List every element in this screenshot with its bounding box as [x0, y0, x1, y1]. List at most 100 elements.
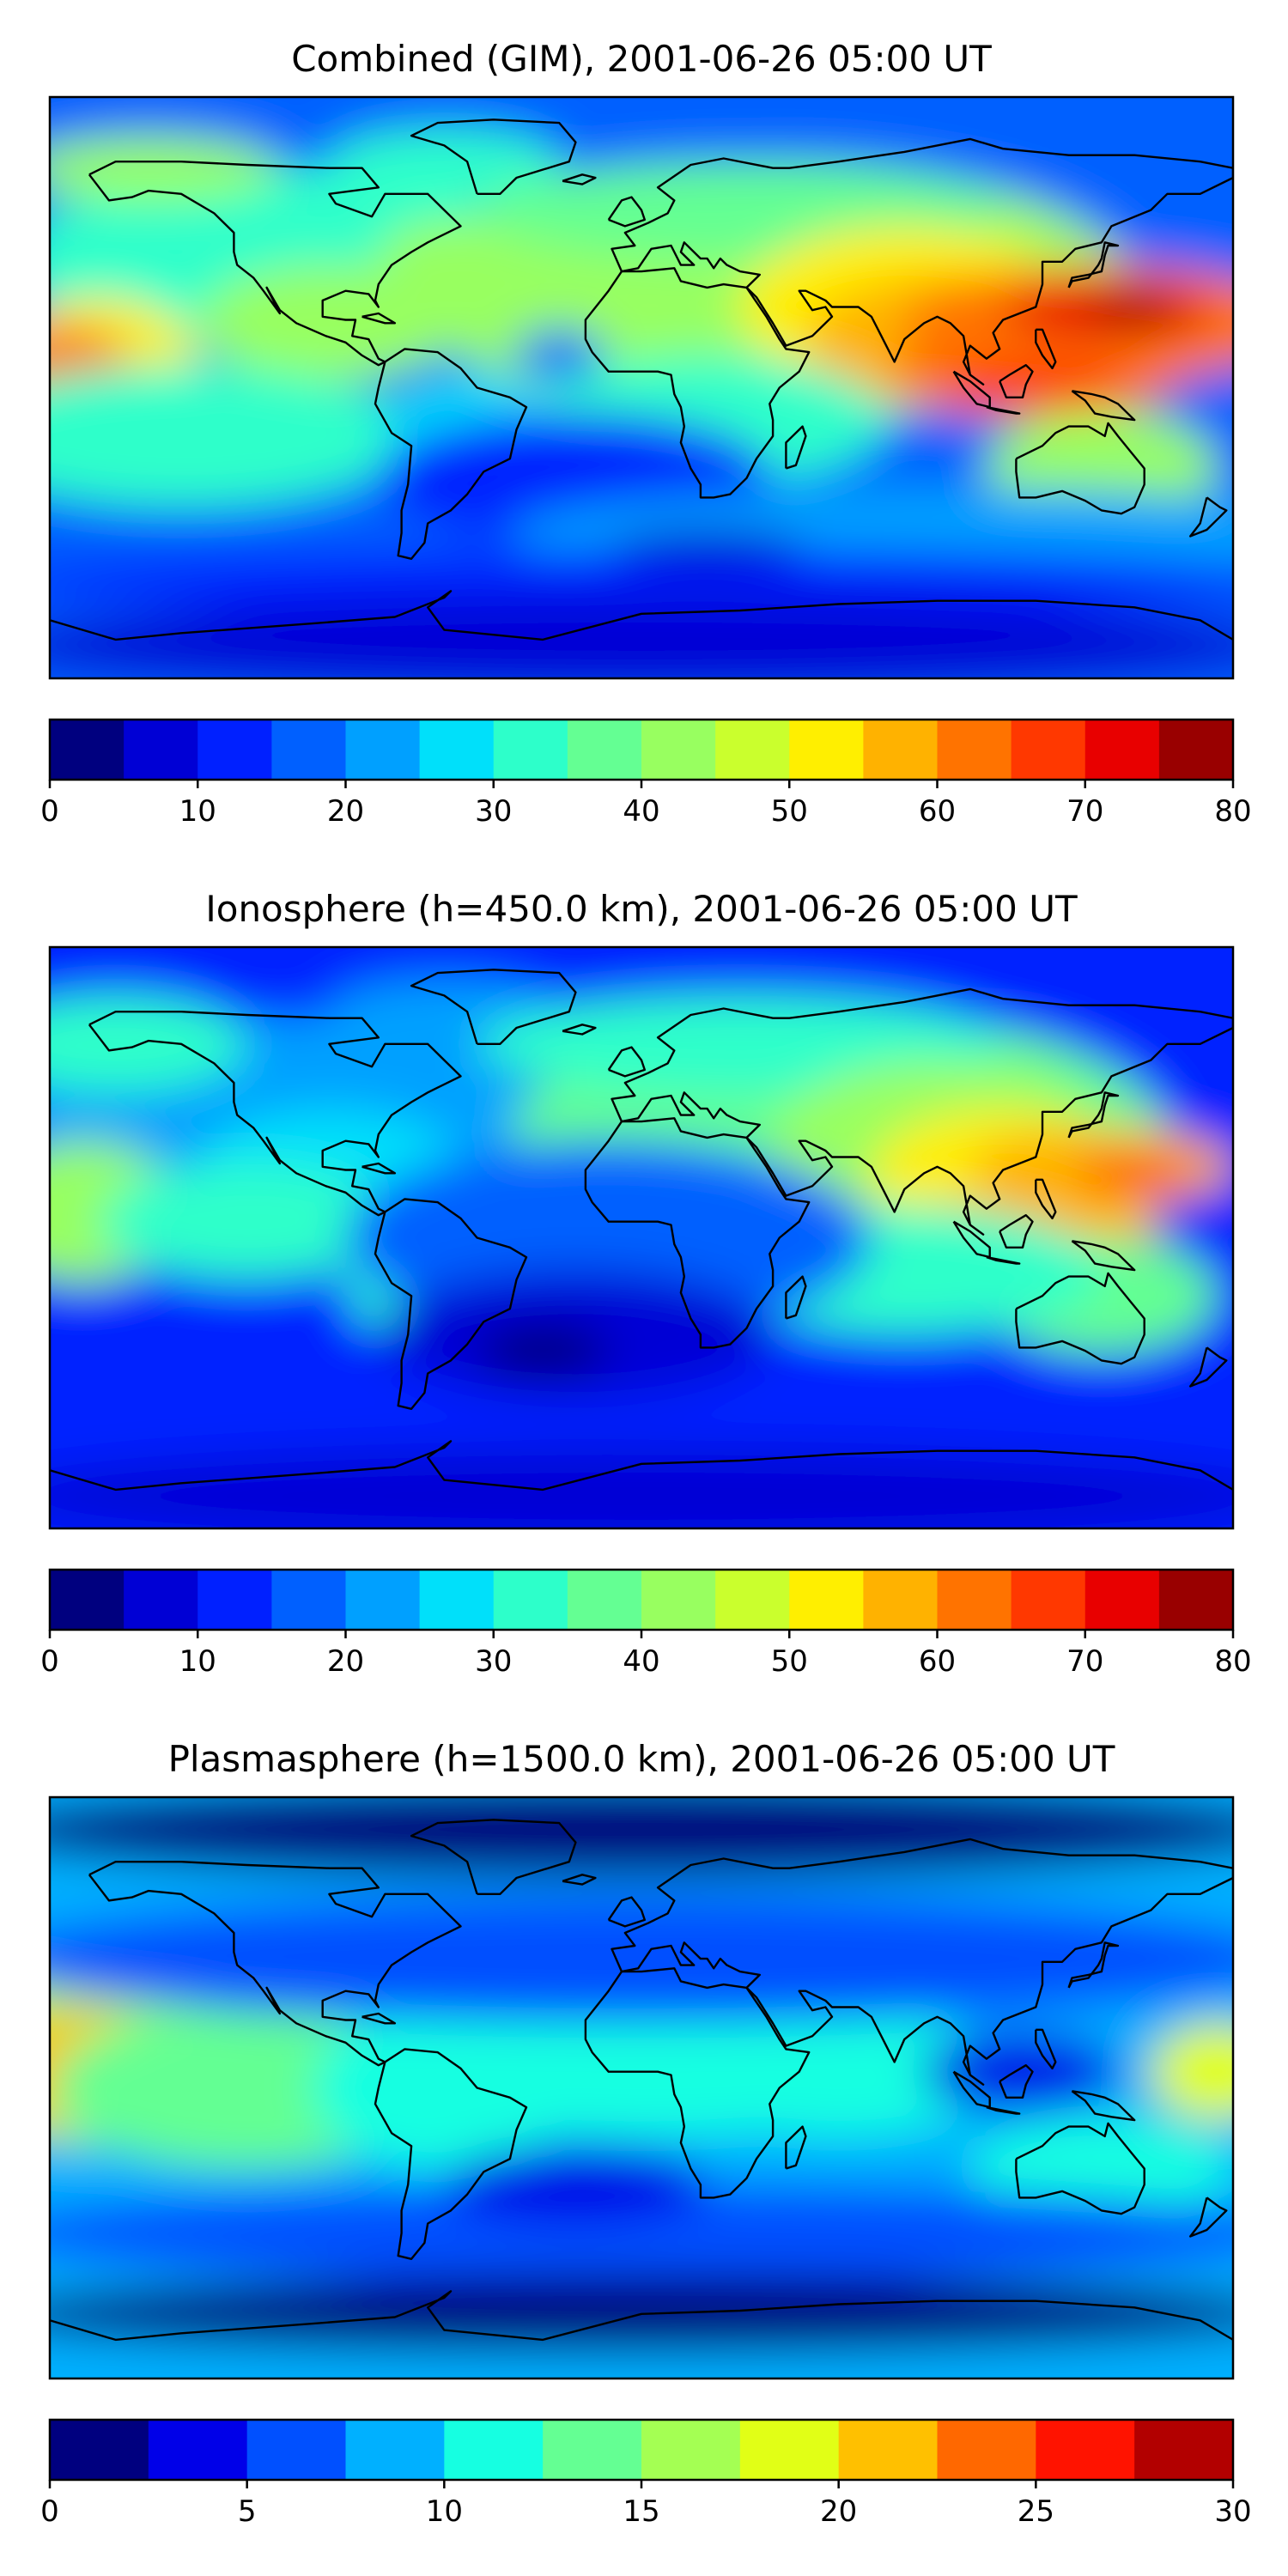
coastline-path [999, 364, 1034, 398]
coastline-path [611, 137, 1233, 386]
coastline-path [562, 173, 597, 185]
coastline-path [410, 118, 577, 195]
coastline-path [1067, 1091, 1120, 1139]
coastline-path [1035, 2028, 1057, 2070]
coastline-path [1071, 1240, 1136, 1272]
field-blob [50, 1447, 1233, 1528]
colorbar-tick-label: 50 [771, 794, 808, 829]
colorbar-tick-label: 20 [327, 1644, 364, 1679]
coastline-path [999, 1214, 1034, 1249]
coastline-path [1015, 2122, 1145, 2215]
colorbar-segment [739, 2420, 840, 2480]
coastline-path [986, 405, 1021, 415]
coastline-path [562, 1874, 597, 1886]
coastline-path [785, 1275, 807, 1320]
coastline-path [1071, 2090, 1136, 2122]
colorbar-segment [863, 1570, 939, 1630]
colorbar-tick-label: 60 [919, 1644, 956, 1679]
colorbar-segment [1134, 2420, 1234, 2480]
colorbar-segment [641, 2420, 741, 2480]
colorbar-segment [1158, 720, 1234, 780]
field-blob [444, 2146, 708, 2224]
field-blob [50, 597, 1233, 678]
field-blob [477, 1325, 609, 1377]
coastline-path [1189, 496, 1228, 538]
coastline-path [374, 2048, 528, 2260]
panel-ionosphere: Ionosphere (h=450.0 km), 2001-06-26 05:0… [40, 888, 1251, 1679]
colorbar-tick-label: 80 [1214, 1644, 1251, 1679]
colorbar-tick-label: 0 [40, 1644, 59, 1679]
colorbar-segment [1084, 1570, 1160, 1630]
field-blob [329, 129, 560, 194]
coastline-path [410, 1819, 577, 1895]
colorbar-segment [789, 720, 864, 780]
colorbar-segment [715, 1570, 790, 1630]
coastline-path [986, 2105, 1021, 2115]
colorbar-segment [567, 720, 642, 780]
coastline-path [361, 312, 397, 325]
coastline-path [88, 161, 462, 367]
coastline-path [1035, 1178, 1057, 1220]
field-blob [969, 2120, 1233, 2217]
coastline-path [1189, 1346, 1228, 1388]
colorbar-segment [543, 2420, 642, 2480]
coastline-path [785, 425, 807, 470]
colorbar-segment [789, 1570, 864, 1630]
field-blob [513, 329, 605, 381]
panel-combined: Combined (GIM), 2001-06-26 05:00 UT 0 10 2… [40, 38, 1251, 829]
coastline-path [1015, 422, 1145, 515]
coastline-path [361, 2012, 397, 2025]
field-blob [50, 365, 411, 507]
coastline-path [607, 1046, 646, 1078]
coastlines [50, 1819, 1233, 2342]
colorbar-segment [50, 1570, 125, 1630]
coastline-path [410, 969, 577, 1045]
colorbar-tick-label: 50 [771, 1644, 808, 1679]
colorbar-tick-label: 0 [40, 794, 59, 829]
field-blob [608, 529, 806, 569]
colorbar-tick-label: 40 [623, 1644, 659, 1679]
colorbar: 0 5 10 15 20 25 30 [40, 2418, 1252, 2529]
colorbar-tick-label: 70 [1066, 794, 1103, 829]
coastline-path [374, 348, 528, 560]
colorbar-segment [124, 720, 198, 780]
colorbar-segment [1036, 2420, 1135, 2480]
field-blob [50, 2184, 1233, 2282]
colorbar-tick-label: 15 [623, 2494, 659, 2529]
coastline-path [1067, 241, 1120, 289]
colorbar-tick-label: 40 [623, 794, 659, 829]
coastline-path [374, 1198, 528, 1410]
panel-title: Ionosphere (h=450.0 km), 2001-06-26 05:0… [205, 888, 1078, 930]
coastline-path [584, 1117, 811, 1349]
field-blob [1088, 290, 1181, 324]
colorbar-tick-label: 10 [179, 1644, 216, 1679]
colorbar-segment [493, 1570, 568, 1630]
coastline-path [50, 590, 1233, 641]
coastline-path [584, 267, 811, 499]
colorbar-segment [124, 1570, 198, 1630]
coastline-path [785, 2125, 807, 2170]
map-frame [48, 1795, 1235, 2380]
field-blob [50, 549, 1233, 614]
colorbar-segment [937, 1570, 1012, 1630]
map-frame [48, 95, 1235, 680]
coastline-path [50, 2290, 1233, 2342]
field-blob [920, 2032, 1119, 2111]
colorbar-tick-label: 30 [475, 794, 512, 829]
map-frame [48, 945, 1235, 1530]
field-blob [50, 1399, 1233, 1464]
coastline-path [88, 1011, 462, 1217]
colorbar-segment [271, 720, 347, 780]
colorbar-segment [50, 2420, 149, 2480]
colorbar-tick-label: 60 [919, 794, 956, 829]
coastline-path [1015, 1272, 1145, 1365]
field-blob [674, 2007, 1004, 2136]
coastline-path [607, 196, 646, 228]
coastline-path [986, 1255, 1021, 1265]
colorbar-segment [345, 1570, 421, 1630]
colorbar-tick-label: 80 [1214, 794, 1251, 829]
colorbar-segment [1084, 720, 1160, 780]
coastline-path [88, 1861, 462, 2067]
coastline-path [50, 1440, 1233, 1492]
coastline-path [584, 1967, 811, 2199]
